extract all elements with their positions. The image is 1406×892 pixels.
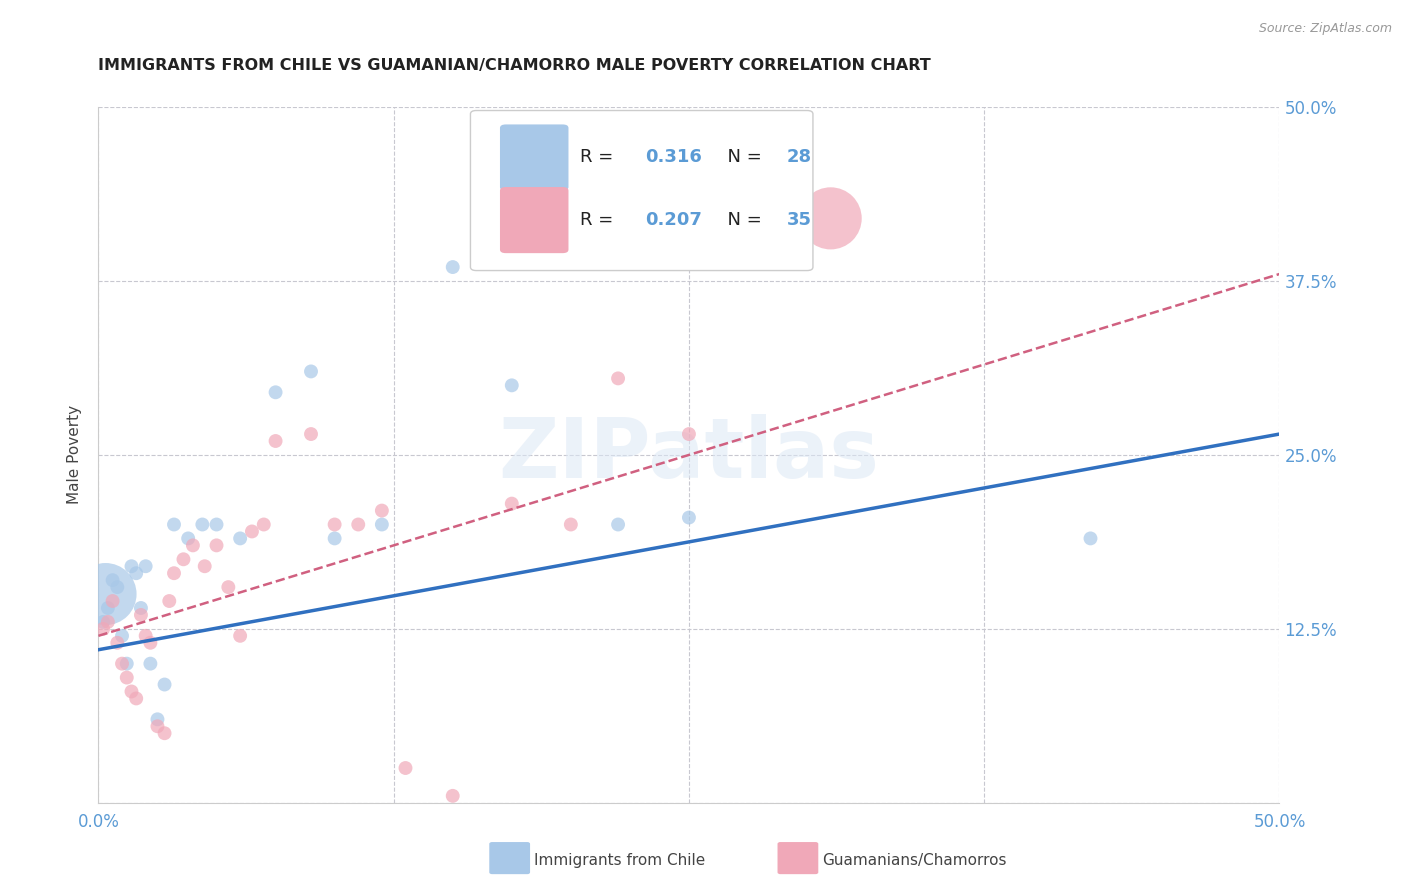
Point bbox=[146, 712, 169, 726]
Point bbox=[441, 260, 464, 274]
Point bbox=[163, 566, 186, 581]
Point bbox=[91, 615, 114, 629]
Point bbox=[240, 524, 263, 539]
Point bbox=[205, 517, 228, 532]
Point bbox=[299, 364, 322, 378]
Point bbox=[560, 517, 582, 532]
Point bbox=[101, 594, 124, 608]
Point bbox=[153, 677, 176, 691]
Point bbox=[229, 532, 252, 546]
Point bbox=[105, 636, 128, 650]
Point bbox=[501, 497, 523, 511]
Point bbox=[253, 517, 276, 532]
Point bbox=[194, 559, 217, 574]
Text: N =: N = bbox=[716, 211, 768, 229]
Point bbox=[146, 719, 169, 733]
Point bbox=[139, 636, 162, 650]
Point bbox=[94, 587, 117, 601]
Point bbox=[125, 566, 148, 581]
Point bbox=[1080, 532, 1102, 546]
Point bbox=[172, 552, 194, 566]
Text: R =: R = bbox=[581, 211, 619, 229]
Point bbox=[347, 517, 370, 532]
Point bbox=[163, 517, 186, 532]
Point bbox=[678, 427, 700, 442]
Point bbox=[177, 532, 200, 546]
Point bbox=[135, 559, 157, 574]
Text: 28: 28 bbox=[787, 148, 813, 167]
Point bbox=[607, 517, 630, 532]
Point bbox=[607, 371, 630, 385]
Point bbox=[229, 629, 252, 643]
Point bbox=[97, 601, 120, 615]
Text: 50.0%: 50.0% bbox=[1253, 814, 1306, 831]
FancyBboxPatch shape bbox=[501, 187, 568, 253]
Point bbox=[91, 622, 114, 636]
Y-axis label: Male Poverty: Male Poverty bbox=[67, 405, 83, 505]
Text: ZIPatlas: ZIPatlas bbox=[499, 415, 879, 495]
Point bbox=[371, 503, 394, 517]
Point bbox=[501, 378, 523, 392]
Point bbox=[181, 538, 204, 552]
Point bbox=[441, 789, 464, 803]
Point bbox=[678, 510, 700, 524]
Point bbox=[121, 559, 143, 574]
Point bbox=[153, 726, 176, 740]
Point bbox=[111, 629, 134, 643]
Point bbox=[115, 657, 138, 671]
FancyBboxPatch shape bbox=[501, 124, 568, 191]
Text: 0.0%: 0.0% bbox=[77, 814, 120, 831]
Point bbox=[820, 211, 842, 226]
Text: 0.207: 0.207 bbox=[645, 211, 702, 229]
FancyBboxPatch shape bbox=[471, 111, 813, 270]
Point bbox=[105, 580, 128, 594]
Point bbox=[323, 532, 346, 546]
Point bbox=[191, 517, 214, 532]
Point bbox=[264, 385, 287, 400]
Point bbox=[129, 607, 152, 622]
Text: N =: N = bbox=[716, 148, 768, 167]
Text: Guamanians/Chamorros: Guamanians/Chamorros bbox=[823, 854, 1007, 868]
Point bbox=[157, 594, 180, 608]
Point bbox=[111, 657, 134, 671]
Point bbox=[217, 580, 239, 594]
Point bbox=[394, 761, 416, 775]
Point bbox=[135, 629, 157, 643]
Point bbox=[115, 671, 138, 685]
Point bbox=[299, 427, 322, 442]
Point bbox=[205, 538, 228, 552]
Point bbox=[264, 434, 287, 448]
Point bbox=[129, 601, 152, 615]
Point bbox=[101, 573, 124, 587]
Text: Source: ZipAtlas.com: Source: ZipAtlas.com bbox=[1258, 22, 1392, 36]
Text: 35: 35 bbox=[787, 211, 813, 229]
Point bbox=[97, 615, 120, 629]
Text: R =: R = bbox=[581, 148, 619, 167]
Text: IMMIGRANTS FROM CHILE VS GUAMANIAN/CHAMORRO MALE POVERTY CORRELATION CHART: IMMIGRANTS FROM CHILE VS GUAMANIAN/CHAMO… bbox=[98, 58, 931, 73]
Point bbox=[125, 691, 148, 706]
Point bbox=[371, 517, 394, 532]
Text: 0.316: 0.316 bbox=[645, 148, 702, 167]
Point bbox=[139, 657, 162, 671]
Text: Immigrants from Chile: Immigrants from Chile bbox=[534, 854, 706, 868]
Point bbox=[323, 517, 346, 532]
Point bbox=[121, 684, 143, 698]
